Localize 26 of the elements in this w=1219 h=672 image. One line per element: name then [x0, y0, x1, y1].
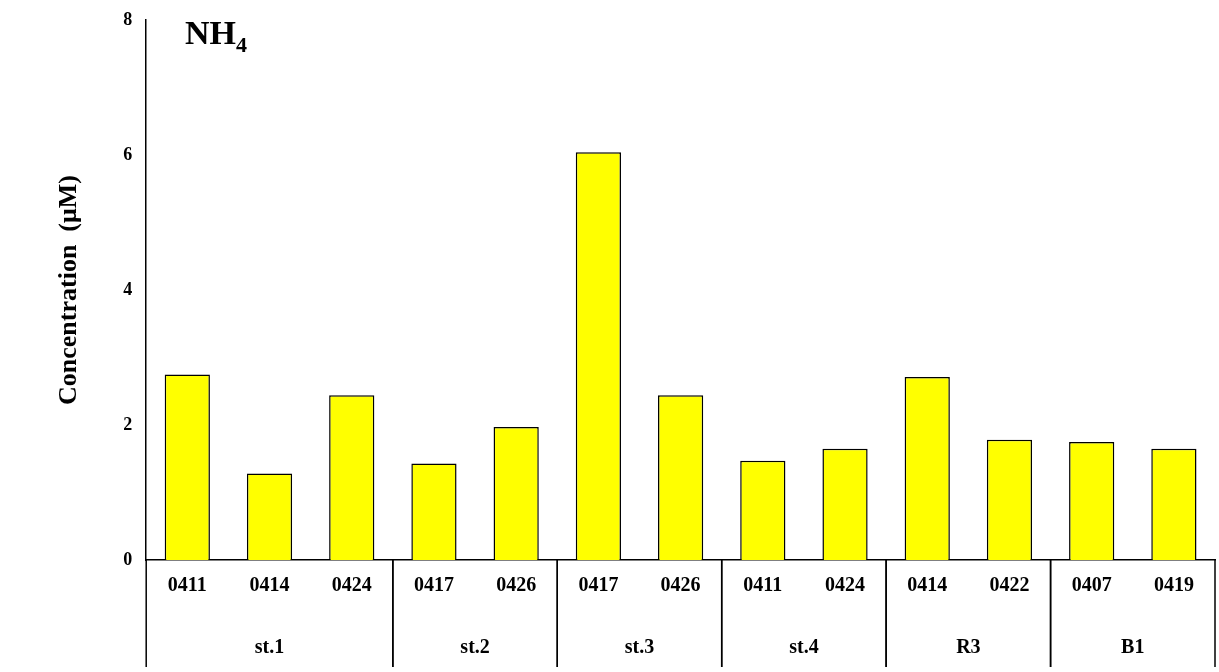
- x-tick-label: 0424: [331, 573, 372, 596]
- text: st.4: [789, 635, 819, 658]
- y-tick-label: 8: [123, 8, 133, 29]
- text: st.3: [624, 635, 655, 658]
- y-axis-title: Concentration (μM): [53, 175, 83, 405]
- x-tick-label: 0417: [413, 573, 454, 596]
- y-tick-label: 0: [123, 548, 133, 569]
- x-tick-label: 0424: [825, 573, 866, 596]
- text: R3: [956, 635, 981, 658]
- x-tick-label: 0426: [660, 573, 701, 596]
- text: st.1: [254, 635, 285, 658]
- x-tick-label: 0411: [167, 573, 207, 596]
- x-tick-label: 0414: [249, 573, 290, 596]
- text: st.2: [460, 635, 490, 658]
- x-tick-label: 0414: [907, 573, 948, 596]
- y-tick-label: 4: [123, 278, 133, 299]
- x-tick-label: 0419: [1153, 573, 1194, 596]
- x-tick-label: 0426: [496, 573, 537, 596]
- x-tick-label: 0411: [743, 573, 783, 596]
- x-tick-label: 0422: [989, 573, 1030, 596]
- x-tick-label: 0407: [1071, 573, 1112, 596]
- x-tick-label: 0417: [578, 573, 619, 596]
- y-tick-label: 2: [123, 413, 133, 434]
- text: B1: [1121, 635, 1145, 658]
- y-tick-label: 6: [123, 143, 133, 164]
- chart-title: NH$_{4}$: [185, 14, 247, 58]
